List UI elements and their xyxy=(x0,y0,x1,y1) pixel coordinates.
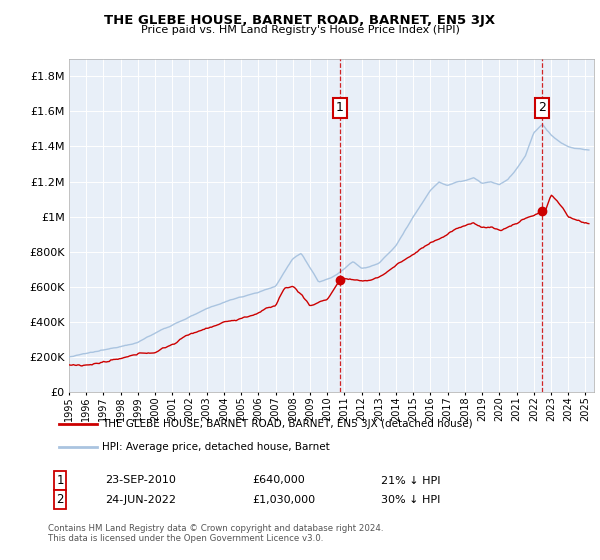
Text: 1: 1 xyxy=(56,474,64,487)
Text: 2: 2 xyxy=(538,101,546,114)
Text: 2: 2 xyxy=(56,493,64,506)
Text: THE GLEBE HOUSE, BARNET ROAD, BARNET, EN5 3JX: THE GLEBE HOUSE, BARNET ROAD, BARNET, EN… xyxy=(104,14,496,27)
Text: Contains HM Land Registry data © Crown copyright and database right 2024.
This d: Contains HM Land Registry data © Crown c… xyxy=(48,524,383,543)
Text: 21% ↓ HPI: 21% ↓ HPI xyxy=(381,475,440,486)
Text: £640,000: £640,000 xyxy=(252,475,305,486)
Text: 24-JUN-2022: 24-JUN-2022 xyxy=(105,494,176,505)
Text: 30% ↓ HPI: 30% ↓ HPI xyxy=(381,494,440,505)
Text: 23-SEP-2010: 23-SEP-2010 xyxy=(105,475,176,486)
Text: HPI: Average price, detached house, Barnet: HPI: Average price, detached house, Barn… xyxy=(102,442,330,452)
Text: Price paid vs. HM Land Registry's House Price Index (HPI): Price paid vs. HM Land Registry's House … xyxy=(140,25,460,35)
Text: 1: 1 xyxy=(336,101,344,114)
Text: THE GLEBE HOUSE, BARNET ROAD, BARNET, EN5 3JX (detached house): THE GLEBE HOUSE, BARNET ROAD, BARNET, EN… xyxy=(102,419,473,429)
Text: £1,030,000: £1,030,000 xyxy=(252,494,315,505)
